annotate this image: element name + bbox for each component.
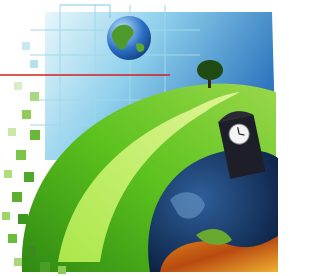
page: (() => { const data = JSON.parse(documen… — [0, 0, 284, 276]
globe — [107, 16, 151, 60]
illustration — [0, 0, 284, 276]
